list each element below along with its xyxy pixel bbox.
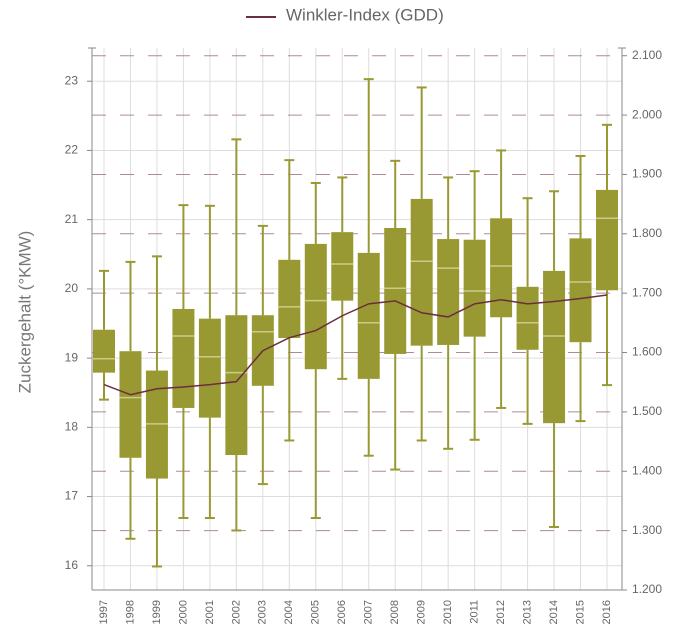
x-tick-label: 2003: [257, 600, 269, 624]
line-series: [103, 294, 608, 396]
box: [119, 351, 142, 458]
y2-tick-label: 1.400: [632, 463, 662, 477]
y-axis-title: Zuckergehalt (°KMW): [15, 231, 34, 394]
x-tick-label: 2015: [574, 600, 586, 624]
box: [331, 232, 354, 301]
y-tick-label: 18: [65, 420, 79, 434]
x-tick-label: 2002: [230, 600, 242, 624]
box: [410, 198, 433, 346]
box: [172, 308, 195, 408]
box: [543, 270, 566, 424]
y-tick-label: 17: [65, 489, 79, 503]
box: [357, 252, 380, 379]
y2-tick-label: 2.100: [632, 48, 662, 62]
box: [437, 239, 460, 345]
x-tick-label: 2009: [416, 600, 428, 624]
x-tick-label: 2016: [601, 600, 613, 624]
y2-tick-label: 1.700: [632, 285, 662, 299]
box: [569, 238, 592, 343]
y2-tick-label: 1.500: [632, 404, 662, 418]
x-tick-label: 2008: [389, 600, 401, 624]
y2-tick-label: 1.800: [632, 226, 662, 240]
x-tick-label: 2014: [548, 600, 560, 624]
x-tick-label: 2004: [283, 600, 295, 624]
box: [490, 218, 513, 318]
x-tick-label: 2007: [363, 600, 375, 624]
y-tick-label: 16: [65, 558, 79, 572]
box: [225, 315, 248, 456]
x-tick-label: 1997: [98, 600, 110, 624]
x-tick-label: 2005: [310, 600, 322, 624]
box: [304, 243, 327, 370]
x-tick-label: 1999: [151, 600, 163, 624]
box: [463, 239, 486, 337]
box: [596, 189, 618, 291]
y-tick-label: 21: [65, 212, 79, 226]
x-tick-label: 2001: [204, 600, 216, 624]
y2-tick-label: 1.900: [632, 167, 662, 181]
y2-tick-label: 2.000: [632, 107, 662, 121]
x-tick-label: 2011: [469, 600, 481, 624]
box: [278, 259, 301, 339]
box: [516, 286, 539, 350]
y-tick-label: 20: [65, 281, 79, 295]
y-tick-label: 23: [65, 73, 79, 87]
y2-tick-label: 1.200: [632, 582, 662, 596]
y2-tick-label: 1.300: [632, 523, 662, 537]
y-tick-label: 22: [65, 143, 79, 157]
y-tick-label: 19: [65, 350, 79, 364]
box: [198, 318, 221, 418]
x-tick-label: 2013: [521, 600, 533, 624]
x-tick-label: 2006: [336, 600, 348, 624]
x-tick-label: 2000: [177, 600, 189, 624]
box: [93, 329, 115, 373]
y2-tick-label: 1.600: [632, 345, 662, 359]
x-tick-label: 2010: [442, 600, 454, 624]
box: [384, 227, 407, 354]
x-tick-label: 2012: [495, 600, 507, 624]
legend-label: Winkler-Index (GDD): [286, 5, 444, 24]
x-tick-label: 1998: [124, 600, 136, 624]
